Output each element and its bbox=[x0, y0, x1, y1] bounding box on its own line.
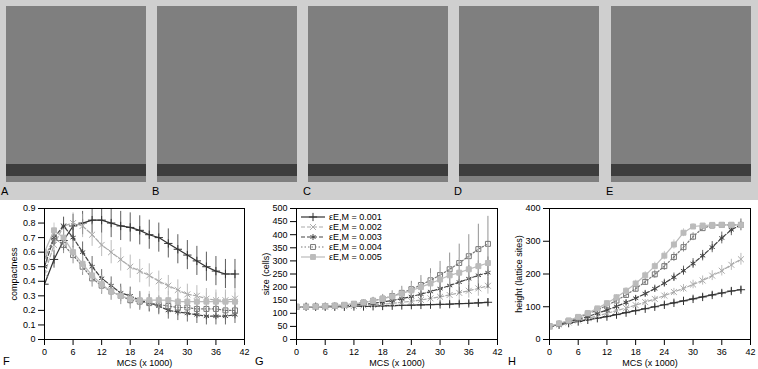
svg-text:36: 36 bbox=[717, 347, 727, 357]
svg-text:12: 12 bbox=[602, 347, 612, 357]
svg-text:0: 0 bbox=[30, 334, 35, 344]
svg-text:size (cells): size (cells) bbox=[261, 253, 271, 296]
svg-text:0.1: 0.1 bbox=[23, 320, 36, 330]
html-text:G: G bbox=[255, 355, 264, 367]
html-text:A: A bbox=[1, 185, 9, 197]
svg-text:350: 350 bbox=[272, 243, 287, 253]
svg-text:36: 36 bbox=[464, 347, 474, 357]
svg-text:6: 6 bbox=[323, 347, 328, 357]
svg-text:100: 100 bbox=[272, 308, 287, 318]
svg-text:6: 6 bbox=[71, 347, 76, 357]
html-text:E: E bbox=[606, 185, 614, 197]
html-text:εE,M = 0.001: εE,M = 0.001 bbox=[329, 212, 382, 222]
svg-text:150: 150 bbox=[272, 295, 287, 305]
html-text:εE,M = 0.004: εE,M = 0.004 bbox=[329, 242, 382, 252]
svg-text:compactness: compactness bbox=[9, 247, 19, 301]
svg-text:0: 0 bbox=[547, 347, 552, 357]
svg-text:24: 24 bbox=[154, 347, 164, 357]
svg-text:200: 200 bbox=[272, 282, 287, 292]
html-text:εE,M = 0.005: εE,M = 0.005 bbox=[329, 252, 382, 262]
html-text:εE,M = 0.002: εE,M = 0.002 bbox=[329, 222, 382, 232]
svg-text:42: 42 bbox=[745, 347, 755, 357]
svg-text:MCS (x 1000): MCS (x 1000) bbox=[117, 358, 173, 368]
svg-text:0.2: 0.2 bbox=[23, 305, 36, 315]
svg-text:42: 42 bbox=[492, 347, 502, 357]
html-text:B: B bbox=[152, 185, 160, 197]
svg-text:MCS (x 1000): MCS (x 1000) bbox=[622, 358, 678, 368]
svg-text:height (lattice sites): height (lattice sites) bbox=[514, 235, 524, 313]
svg-text:30: 30 bbox=[182, 347, 192, 357]
svg-text:18: 18 bbox=[631, 347, 641, 357]
svg-text:300: 300 bbox=[525, 236, 540, 246]
svg-text:42: 42 bbox=[239, 347, 249, 357]
svg-text:0: 0 bbox=[294, 347, 299, 357]
svg-text:12: 12 bbox=[349, 347, 359, 357]
svg-text:0.8: 0.8 bbox=[23, 218, 36, 228]
svg-text:30: 30 bbox=[435, 347, 445, 357]
svg-text:36: 36 bbox=[211, 347, 221, 357]
svg-text:0.3: 0.3 bbox=[23, 291, 36, 301]
svg-text:0.9: 0.9 bbox=[23, 203, 36, 213]
html-text:C: C bbox=[303, 185, 311, 197]
svg-text:6: 6 bbox=[576, 347, 581, 357]
svg-text:12: 12 bbox=[97, 347, 107, 357]
svg-text:0: 0 bbox=[535, 334, 540, 344]
html-text:H: H bbox=[508, 355, 516, 367]
svg-text:0: 0 bbox=[282, 334, 287, 344]
svg-text:0.5: 0.5 bbox=[23, 262, 36, 272]
html-text:D: D bbox=[454, 185, 462, 197]
svg-text:200: 200 bbox=[525, 269, 540, 279]
svg-text:MCS (x 1000): MCS (x 1000) bbox=[369, 358, 425, 368]
svg-text:0.6: 0.6 bbox=[23, 247, 36, 257]
svg-text:24: 24 bbox=[406, 347, 416, 357]
svg-text:450: 450 bbox=[272, 216, 287, 226]
svg-text:0.4: 0.4 bbox=[23, 276, 36, 286]
svg-text:400: 400 bbox=[525, 203, 540, 213]
svg-text:30: 30 bbox=[688, 347, 698, 357]
svg-text:18: 18 bbox=[125, 347, 135, 357]
svg-text:50: 50 bbox=[277, 321, 287, 331]
svg-text:24: 24 bbox=[659, 347, 669, 357]
svg-text:400: 400 bbox=[272, 230, 287, 240]
svg-text:0.7: 0.7 bbox=[23, 232, 36, 242]
svg-text:500: 500 bbox=[272, 203, 287, 213]
svg-text:0: 0 bbox=[42, 347, 47, 357]
svg-text:18: 18 bbox=[378, 347, 388, 357]
svg-text:250: 250 bbox=[272, 269, 287, 279]
html-text:εE,M = 0.003: εE,M = 0.003 bbox=[329, 232, 382, 242]
svg-text:100: 100 bbox=[525, 302, 540, 312]
html-text:F: F bbox=[3, 355, 10, 367]
svg-text:300: 300 bbox=[272, 256, 287, 266]
